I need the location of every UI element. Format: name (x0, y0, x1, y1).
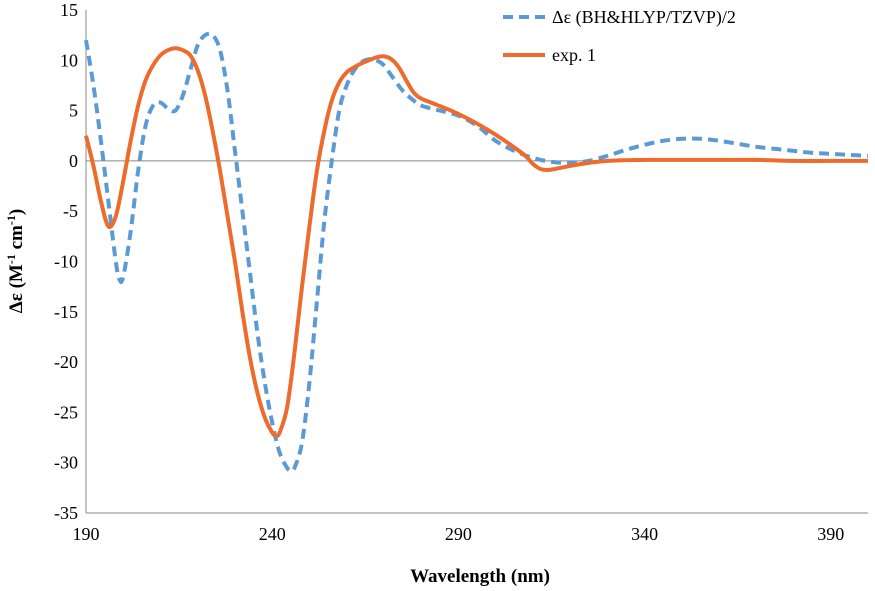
y-tick-label: 0 (69, 151, 78, 171)
series-line-calculated (84, 31, 869, 474)
y-tick-label: -35 (54, 503, 78, 523)
series-line-experimental (84, 46, 868, 438)
x-tick-label: 190 (73, 524, 100, 544)
legend-label-exp: exp. 1 (552, 45, 596, 65)
y-tick-label: -20 (54, 352, 78, 372)
x-tick-label: 340 (631, 524, 658, 544)
y-tick-label: -25 (54, 402, 78, 422)
x-axis-ticks: 190 240 290 340 390 (73, 524, 845, 544)
y-tick-label: 15 (60, 0, 78, 20)
y-axis-ticks: 15 10 5 0 -5 -10 -15 -20 -25 -30 -35 (54, 0, 78, 523)
y-tick-label: 10 (60, 50, 78, 70)
y-tick-label: 5 (69, 101, 78, 121)
y-tick-label: -5 (63, 201, 78, 221)
x-tick-label: 390 (817, 524, 844, 544)
y-tick-label: -30 (54, 453, 78, 473)
series-group (84, 31, 869, 474)
x-tick-label: 290 (445, 524, 472, 544)
y-tick-label: -15 (54, 302, 78, 322)
x-axis-title: Wavelength (nm) (410, 566, 550, 587)
y-axis-title: Δε (M-1 cm-1) (4, 209, 27, 313)
legend: Δε (BH&HLYP/TZVP)/2 exp. 1 (503, 7, 736, 65)
legend-label-calc: Δε (BH&HLYP/TZVP)/2 (552, 7, 736, 28)
x-tick-label: 240 (259, 524, 286, 544)
y-tick-label: -10 (54, 252, 78, 272)
